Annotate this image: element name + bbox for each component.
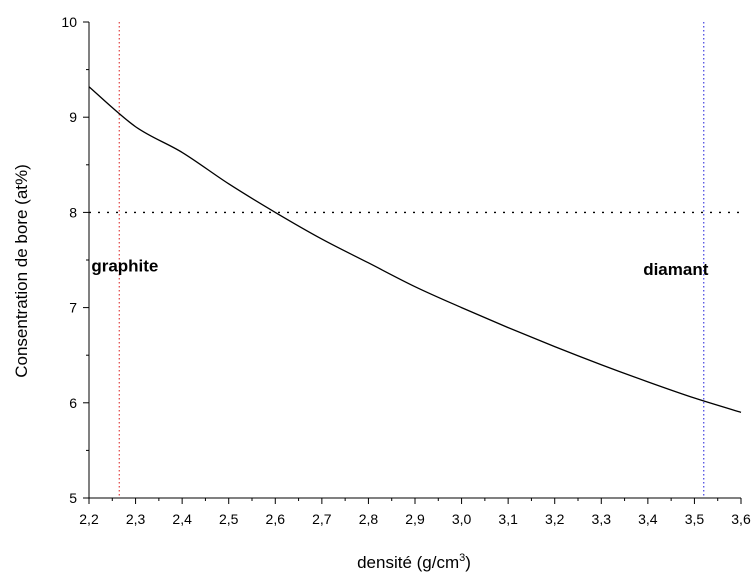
x-tick-label: 2,7 [312, 511, 332, 527]
series-line-0 [88, 86, 742, 413]
x-axis-title-sup: 3 [459, 552, 465, 564]
x-axis-title-close: ) [465, 553, 471, 572]
x-tick-label: 3,6 [731, 511, 751, 527]
x-axis-title-text: densité (g/cm [357, 553, 459, 572]
y-tick-label: 8 [69, 204, 77, 220]
y-tick-label: 9 [69, 109, 77, 125]
annotations: graphite diamant [91, 256, 708, 279]
ticks: 2,2 2,3 2,4 2,5 2,6 2,7 2,8 2,9 3,0 3,1 3,2 3,3 3,4 3… [61, 14, 751, 527]
x-tick-label: 3,1 [498, 511, 518, 527]
y-tick-label: 10 [61, 14, 77, 30]
annotation-diamant: diamant [643, 260, 709, 279]
x-tick-label: 3,0 [452, 511, 472, 527]
x-tick-label: 3,2 [545, 511, 565, 527]
x-tick-label: 3,5 [685, 511, 705, 527]
x-tick-label: 2,2 [79, 511, 99, 527]
x-tick-label: 2,8 [359, 511, 379, 527]
y-tick-label: 7 [69, 300, 77, 316]
x-tick-label: 2,4 [172, 511, 192, 527]
y-tick-label: 6 [69, 395, 77, 411]
series-layer [88, 86, 742, 413]
x-tick-label: 3,4 [638, 511, 658, 527]
x-axis-title: densité (g/cm3) [357, 552, 471, 572]
x-tick-label: 2,5 [219, 511, 239, 527]
x-tick-label: 2,6 [266, 511, 286, 527]
reference-lines [89, 22, 741, 498]
y-tick-label: 5 [69, 490, 77, 506]
annotation-graphite: graphite [91, 256, 158, 275]
x-tick-label: 2,9 [405, 511, 425, 527]
x-tick-label: 3,3 [592, 511, 612, 527]
y-axis-title: Consentration de bore (at%) [12, 164, 31, 378]
x-tick-label: 2,3 [126, 511, 146, 527]
